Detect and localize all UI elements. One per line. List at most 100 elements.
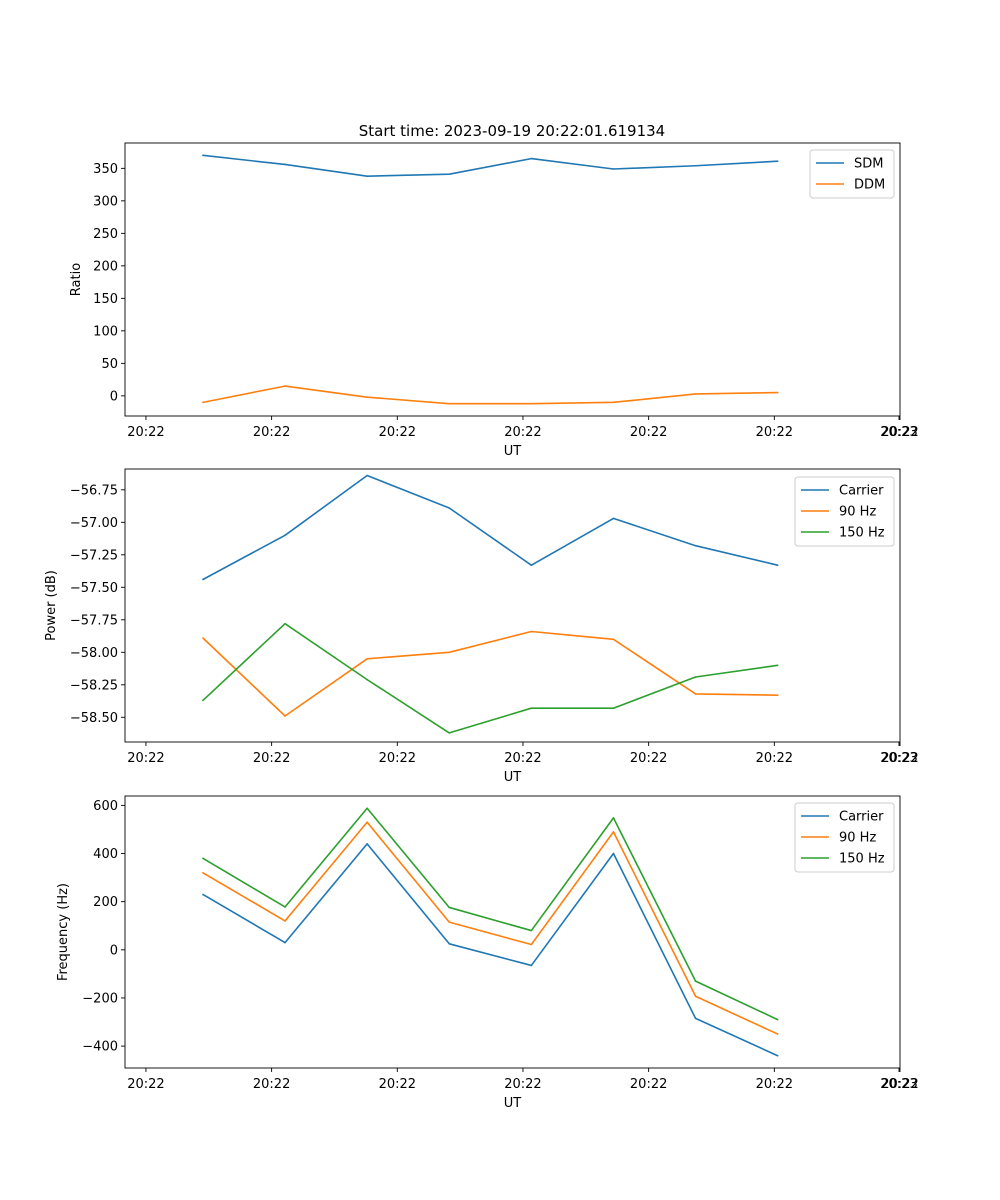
data-point-90-hz-6 [694, 693, 697, 695]
data-point-sdm-6 [694, 164, 697, 167]
chart-panel-1: 20:22 20:22 20:22 20:22 20:22 20:22 20:2220:23… [69, 142, 919, 459]
data-point-sdm-4 [530, 157, 533, 160]
data-point-150-hz-5 [612, 707, 615, 709]
x-tick-label: 20:22 [379, 1077, 416, 1092]
data-point-90-hz-4 [530, 630, 533, 633]
y-axis-label: Ratio [69, 263, 84, 296]
y-tick-label: 300 [93, 194, 118, 209]
y-tick-label: 100 [93, 324, 118, 339]
y-tick-label: −58.00 [70, 646, 118, 661]
series-line-150-hz [202, 807, 779, 1021]
x-tick-label: 20:22 [379, 751, 416, 766]
legend-box [794, 476, 895, 547]
data-point-150-hz-3 [448, 732, 451, 734]
x-tick-label: 20:22 [127, 751, 164, 766]
data-point-carrier-6 [694, 544, 697, 547]
data-point-sdm-7 [776, 160, 779, 162]
data-point-150-hz-4 [530, 707, 533, 709]
y-tick-label: −57.25 [70, 548, 118, 563]
y-tick-label: −57.75 [70, 613, 118, 628]
x-tick-label: 20:22 [504, 1077, 541, 1092]
data-point-carrier-5 [612, 852, 615, 855]
x-axis-label: UT [504, 444, 522, 459]
x-tick-label: 20:22 [253, 425, 290, 440]
data-point-ddm-7 [776, 391, 779, 394]
data-point-90-hz-2 [366, 658, 368, 660]
series-line-150-hz [202, 622, 778, 734]
data-point-carrier-1 [284, 941, 286, 944]
x-axis-label: UT [504, 770, 522, 785]
y-tick-label: −58.25 [70, 678, 118, 693]
axes-frame [124, 468, 901, 743]
data-point-carrier-0 [202, 578, 204, 581]
series-line-90-hz [202, 630, 778, 717]
x-tick-label: 20:22 [253, 1077, 290, 1092]
y-tick-label: 600 [93, 799, 118, 814]
data-point-ddm-1 [284, 385, 286, 387]
legend-box [794, 802, 895, 873]
y-tick-label: 350 [93, 162, 118, 177]
chart-panel-2: 20:22 20:22 20:22 20:22 20:22 20:22 20:2220:23… [44, 468, 919, 785]
data-point-90-hz-7 [776, 1033, 779, 1035]
legend-label-carrier: Carrier [839, 810, 884, 825]
chart-title: Start time: 2023-09-19 20:22:01.619134 [359, 122, 665, 140]
data-point-150-hz-1 [284, 906, 286, 908]
data-point-150-hz-2 [366, 807, 368, 810]
y-tick-label: −200 [82, 991, 118, 1006]
legend-box [809, 149, 895, 199]
data-point-carrier-0 [202, 893, 204, 896]
x-tick-label: 20:23 [880, 1077, 917, 1092]
data-point-90-hz-4 [530, 943, 533, 946]
x-tick-label: 20:22 [127, 1077, 164, 1092]
y-tick-label: −400 [82, 1040, 118, 1055]
axes-frame [124, 142, 901, 417]
data-point-90-hz-0 [202, 871, 204, 874]
y-tick-label: 0 [110, 943, 118, 958]
data-point-150-hz-7 [776, 1018, 779, 1021]
y-tick-label: 50 [101, 357, 118, 372]
x-tick-label: 20:22 [630, 1077, 667, 1092]
legend-label-150-hz: 150 Hz [839, 526, 885, 541]
data-point-ddm-0 [202, 401, 204, 404]
x-tick-label: 20:23 [880, 751, 917, 766]
data-point-sdm-5 [612, 168, 615, 170]
data-point-ddm-5 [612, 401, 615, 404]
x-tick-label: 20:22 [504, 751, 541, 766]
x-tick-label: 20:22 [756, 751, 793, 766]
data-point-90-hz-1 [284, 920, 286, 922]
data-point-carrier-7 [776, 1054, 779, 1057]
series-line-sdm [202, 154, 778, 177]
series-line-90-hz [202, 821, 779, 1035]
y-tick-label: −58.50 [70, 711, 118, 726]
data-point-carrier-3 [448, 942, 451, 945]
data-point-150-hz-4 [530, 929, 533, 932]
data-point-carrier-6 [694, 1017, 697, 1020]
y-tick-label: −57.50 [70, 581, 118, 596]
legend: Carrier 90 Hz 150 Hz [794, 802, 895, 873]
y-tick-label: 150 [93, 292, 118, 307]
legend-label-90-hz: 90 Hz [839, 831, 876, 846]
data-point-ddm-3 [448, 402, 451, 405]
data-point-150-hz-0 [202, 857, 204, 860]
data-point-sdm-3 [448, 173, 451, 175]
y-tick-label: 200 [93, 895, 118, 910]
data-point-carrier-7 [776, 564, 779, 566]
data-point-ddm-6 [694, 393, 697, 395]
data-point-90-hz-1 [284, 715, 286, 717]
legend-label-ddm: DDM [854, 178, 885, 193]
data-point-carrier-1 [284, 534, 286, 537]
x-tick-label: 20:22 [756, 1077, 793, 1092]
data-point-carrier-4 [530, 964, 533, 967]
data-point-150-hz-2 [366, 678, 368, 681]
series-line-ddm [202, 385, 778, 405]
data-point-carrier-3 [448, 507, 451, 509]
data-point-90-hz-0 [202, 637, 204, 639]
series-line-carrier [202, 843, 779, 1057]
data-point-carrier-2 [366, 843, 368, 845]
y-tick-label: 0 [110, 389, 118, 404]
x-tick-label: 20:22 [127, 425, 164, 440]
x-tick-label: 20:22 [504, 425, 541, 440]
x-tick-label: 20:22 [379, 425, 416, 440]
